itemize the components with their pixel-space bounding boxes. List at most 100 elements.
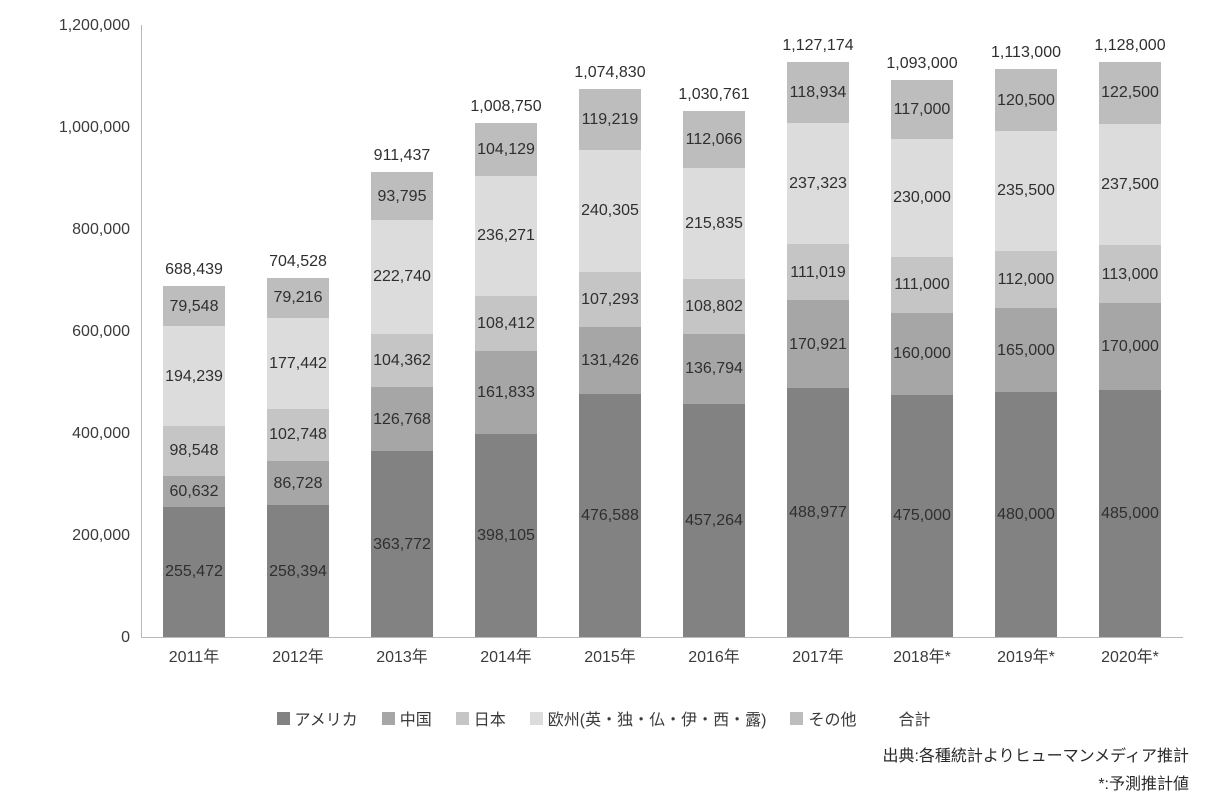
bar-segment <box>579 393 641 637</box>
bar-segment <box>1099 302 1161 390</box>
bar-segment <box>787 387 849 637</box>
bar-segment <box>787 122 849 244</box>
x-axis-category-label: 2015年 <box>584 649 636 666</box>
segment-value-label: 398,105 <box>477 526 535 544</box>
segment-value-label: 111,000 <box>894 276 950 294</box>
bar-column: 480,000 165,000 112,000 235,500 120,500 1,113… <box>974 25 1078 637</box>
source-note: 出典:各種統計よりヒューマンメディア推計 <box>882 748 1189 765</box>
legend-swatch-icon <box>790 711 804 725</box>
total-value-label: 1,093,000 <box>886 54 958 72</box>
total-value-label: 1,030,761 <box>678 86 750 104</box>
segment-value-label: 111,019 <box>790 263 846 281</box>
y-axis-tick-label: 600,000 <box>72 322 130 340</box>
x-axis-line <box>141 637 1183 638</box>
x-axis-category-label: 2012年 <box>272 649 324 666</box>
segment-value-label: 194,239 <box>165 367 223 385</box>
legend-item: 日本 <box>455 706 506 730</box>
source-block: 出典:各種統計よりヒューマンメディア推計 *:予測推計値 <box>882 743 1189 799</box>
bar-segment <box>371 220 433 334</box>
bar-segment <box>787 62 849 123</box>
bar-column: 258,394 86,728 102,748 177,442 79,216 704,528 <box>246 25 350 637</box>
segment-value-label: 476,588 <box>581 506 639 524</box>
legend-item: 合計 <box>880 706 930 730</box>
bar-column: 476,588 131,426 107,293 240,305 119,219 1,074… <box>558 25 662 637</box>
bar-segment <box>1099 124 1161 246</box>
segment-value-label: 108,802 <box>685 297 743 315</box>
x-axis-category-label: 2011年 <box>168 649 220 666</box>
segment-value-label: 131,426 <box>581 351 639 369</box>
bar-segment <box>683 111 745 169</box>
total-value-label: 704,528 <box>269 252 327 270</box>
y-axis-tick-label: 800,000 <box>72 220 130 238</box>
legend-swatch-icon <box>529 711 543 725</box>
legend-swatch-icon <box>381 711 395 725</box>
bar-segment <box>1099 245 1161 303</box>
total-value-label: 1,074,830 <box>574 63 646 81</box>
segment-value-label: 118,934 <box>789 83 847 101</box>
segment-value-label: 136,794 <box>685 360 743 378</box>
bar-segment <box>475 122 537 176</box>
bar-column: 475,000 160,000 111,000 230,000 117,000 1,093… <box>870 25 974 637</box>
y-axis-tick-label: 200,000 <box>72 526 130 544</box>
segment-value-label: 230,000 <box>893 189 951 207</box>
bar-segment <box>787 300 849 388</box>
bar-segment <box>683 334 745 404</box>
segment-value-label: 93,795 <box>377 187 427 205</box>
bar-segment <box>891 394 953 637</box>
segment-value-label: 240,305 <box>581 202 639 220</box>
segment-value-label: 113,000 <box>1101 265 1159 283</box>
segment-value-label: 112,066 <box>685 131 743 149</box>
x-axis-category-label: 2018年* <box>893 649 951 666</box>
bar-segment <box>995 392 1057 637</box>
x-axis-category-label: 2020年* <box>1101 649 1159 666</box>
segment-value-label: 86,728 <box>273 474 323 492</box>
segment-value-label: 475,000 <box>893 507 951 525</box>
segment-value-label: 236,271 <box>477 227 535 245</box>
bar-segment <box>579 272 641 327</box>
x-axis-category-label: 2014年 <box>480 649 532 666</box>
total-value-label: 1,113,000 <box>991 44 1061 62</box>
bar-column: 398,105 161,833 108,412 236,271 104,129 1,008… <box>454 25 558 637</box>
segment-value-label: 161,833 <box>477 384 535 402</box>
x-axis-category-label: 2017年 <box>792 649 844 666</box>
segment-value-label: 222,740 <box>373 268 431 286</box>
x-axis-category-label: 2016年 <box>688 649 740 666</box>
bar-segment <box>163 425 225 476</box>
footnote: *:予測推計値 <box>1098 776 1189 793</box>
x-axis-category-label: 2019年* <box>997 649 1055 666</box>
bar-segment <box>371 172 433 221</box>
legend-label: 合計 <box>898 712 931 729</box>
bar-segment <box>371 333 433 387</box>
segment-value-label: 237,323 <box>789 174 847 192</box>
bar-segment <box>267 277 329 319</box>
bar-segment <box>163 506 225 637</box>
bar-segment <box>371 386 433 452</box>
bar-segment <box>475 433 537 637</box>
bar-segment <box>995 308 1057 393</box>
bar-segment <box>1099 61 1161 125</box>
segment-value-label: 112,000 <box>997 271 1055 288</box>
bar-column: 255,472 60,632 98,548 194,239 79,548 688,439 <box>142 25 246 637</box>
bar-segment <box>995 130 1057 251</box>
segment-value-label: 165,000 <box>997 341 1055 359</box>
bar-segment <box>475 296 537 352</box>
segment-value-label: 160,000 <box>893 345 951 363</box>
legend-label: 欧州(英・独・仏・伊・西・露) <box>547 712 767 729</box>
segment-value-label: 79,548 <box>169 297 219 315</box>
segment-value-label: 363,772 <box>373 535 431 553</box>
bar-column: 488,977 170,921 111,019 237,323 118,934 1,127… <box>766 25 870 637</box>
bar-segment <box>995 69 1057 131</box>
legend-label: 中国 <box>399 712 432 729</box>
total-value-label: 1,008,750 <box>470 97 542 115</box>
segment-value-label: 170,921 <box>789 335 847 353</box>
bar-segment <box>579 88 641 150</box>
bar-segment <box>475 175 537 297</box>
segment-value-label: 126,768 <box>373 410 431 428</box>
bar-segment <box>371 451 433 637</box>
segment-value-label: 485,000 <box>1101 504 1159 522</box>
bar-column: 457,264 136,794 108,802 215,835 112,066 1,030… <box>662 25 766 637</box>
legend: アメリカ 中国 日本 欧州(英・独・仏・伊・西・露) その他 合計 <box>0 706 1207 730</box>
legend-label: その他 <box>808 712 857 729</box>
segment-value-label: 177,442 <box>269 354 327 372</box>
